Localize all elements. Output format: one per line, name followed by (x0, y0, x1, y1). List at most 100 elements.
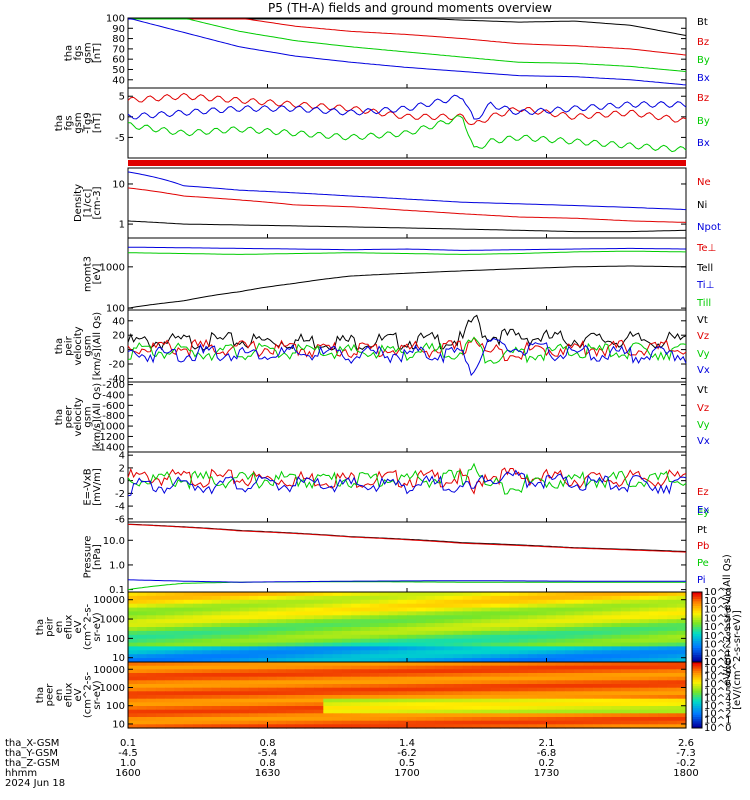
colorbar-swatch (692, 622, 702, 626)
heatmap-cell (258, 611, 269, 616)
heatmap-cell (472, 669, 482, 674)
heatmap-cell (434, 607, 445, 613)
heatmap-cell (323, 623, 334, 628)
heatmap-cell (620, 684, 631, 689)
heatmap-cell (407, 603, 417, 609)
heatmap-cell (193, 684, 203, 689)
colorbar-swatch (692, 717, 702, 720)
heatmap-cell (211, 687, 222, 692)
heatmap-cell (267, 684, 278, 689)
heatmap-cell (509, 669, 520, 674)
heatmap-cell (583, 684, 594, 689)
heatmap-cell (490, 619, 501, 624)
heatmap-cell (639, 673, 650, 678)
heatmap-cell (453, 698, 464, 703)
heatmap-cell (165, 684, 176, 689)
heatmap-cell (472, 599, 482, 605)
heatmap-cell (407, 638, 417, 644)
heatmap-cell (611, 634, 622, 640)
heatmap-cell (379, 724, 389, 729)
heatmap-cell (146, 592, 157, 597)
colorbar-swatch (692, 657, 702, 661)
y-tick-label: 1.0 (109, 560, 125, 571)
y-axis-label: Density (73, 184, 84, 222)
heatmap-cell (602, 592, 613, 597)
heatmap-cell (388, 646, 399, 651)
heatmap-cell (165, 603, 176, 609)
heatmap-cell (314, 658, 324, 663)
bottom-row-label: tha_Y-GSM (5, 748, 58, 759)
y-tick-label: -400 (102, 390, 125, 401)
heatmap-cell (546, 706, 557, 711)
heatmap-cell (416, 592, 427, 597)
heatmap-cell (667, 611, 678, 616)
heatmap-cell (323, 709, 334, 714)
heatmap-cell (202, 676, 213, 681)
heatmap-cell (276, 619, 287, 624)
heatmap-cell (676, 627, 687, 632)
heatmap-cell (258, 607, 269, 613)
x-tick-time: 1700 (394, 768, 419, 779)
heatmap-cell (611, 646, 622, 651)
heatmap-cell (258, 713, 269, 718)
heatmap-cell (369, 691, 380, 696)
heatmap-cell (667, 713, 678, 718)
heatmap-cell (555, 698, 566, 703)
heatmap-cell (388, 603, 399, 609)
heatmap-cell (146, 724, 157, 729)
colorbar-swatch (692, 721, 702, 725)
heatmap-cell (583, 654, 594, 659)
heatmap-cell (295, 676, 306, 681)
heatmap-cell (658, 619, 668, 624)
heatmap-cell (202, 680, 213, 685)
heatmap-cell (248, 654, 259, 659)
heatmap-cell (258, 687, 269, 692)
heatmap-cell (230, 665, 241, 670)
colorbar-swatch (692, 662, 702, 665)
heatmap-cell (379, 658, 389, 663)
heatmap-cell (323, 619, 334, 624)
heatmap-cell (137, 646, 148, 651)
heatmap-cell (351, 615, 362, 620)
heatmap-cell (434, 658, 445, 663)
heatmap-cell (248, 623, 259, 628)
heatmap-cell (286, 592, 296, 597)
x-tick-time: 1730 (534, 768, 559, 779)
heatmap-cell (583, 717, 594, 722)
heatmap-cell (286, 611, 296, 616)
heatmap-cell (146, 619, 157, 624)
heatmap-cell (211, 713, 222, 718)
heatmap-cell (267, 638, 278, 644)
heatmap-cell (230, 680, 241, 685)
heatmap-cell (221, 630, 231, 636)
heatmap-cell (128, 669, 138, 674)
heatmap-cell (332, 650, 343, 655)
heatmap-cell (546, 713, 557, 718)
heatmap-cell (388, 638, 399, 644)
heatmap-cell (453, 695, 464, 700)
heatmap-cell (555, 619, 566, 624)
heatmap-cell (174, 665, 185, 670)
heatmap-cell (267, 680, 278, 685)
heatmap-cell (676, 680, 687, 685)
heatmap-cell (472, 676, 482, 681)
heatmap-cell (444, 724, 455, 729)
heatmap-cell (676, 595, 687, 601)
heatmap-cell (648, 592, 659, 597)
heatmap-cell (230, 611, 241, 616)
legend-label: Ez (697, 487, 709, 498)
y-axis-label: (cm^2-s- (83, 671, 94, 718)
heatmap-cell (546, 687, 557, 692)
heatmap-cell (444, 717, 455, 722)
heatmap-cell (620, 691, 631, 696)
heatmap-cell (518, 680, 529, 685)
heatmap-cell (546, 638, 557, 644)
heatmap-cell (527, 599, 538, 605)
heatmap-cell (602, 623, 613, 628)
heatmap-cell (155, 684, 166, 689)
heatmap-cell (620, 634, 631, 640)
heatmap-cell (676, 709, 687, 714)
heatmap-cell (444, 611, 455, 616)
heatmap-cell (230, 650, 241, 655)
heatmap-cell (323, 695, 334, 700)
